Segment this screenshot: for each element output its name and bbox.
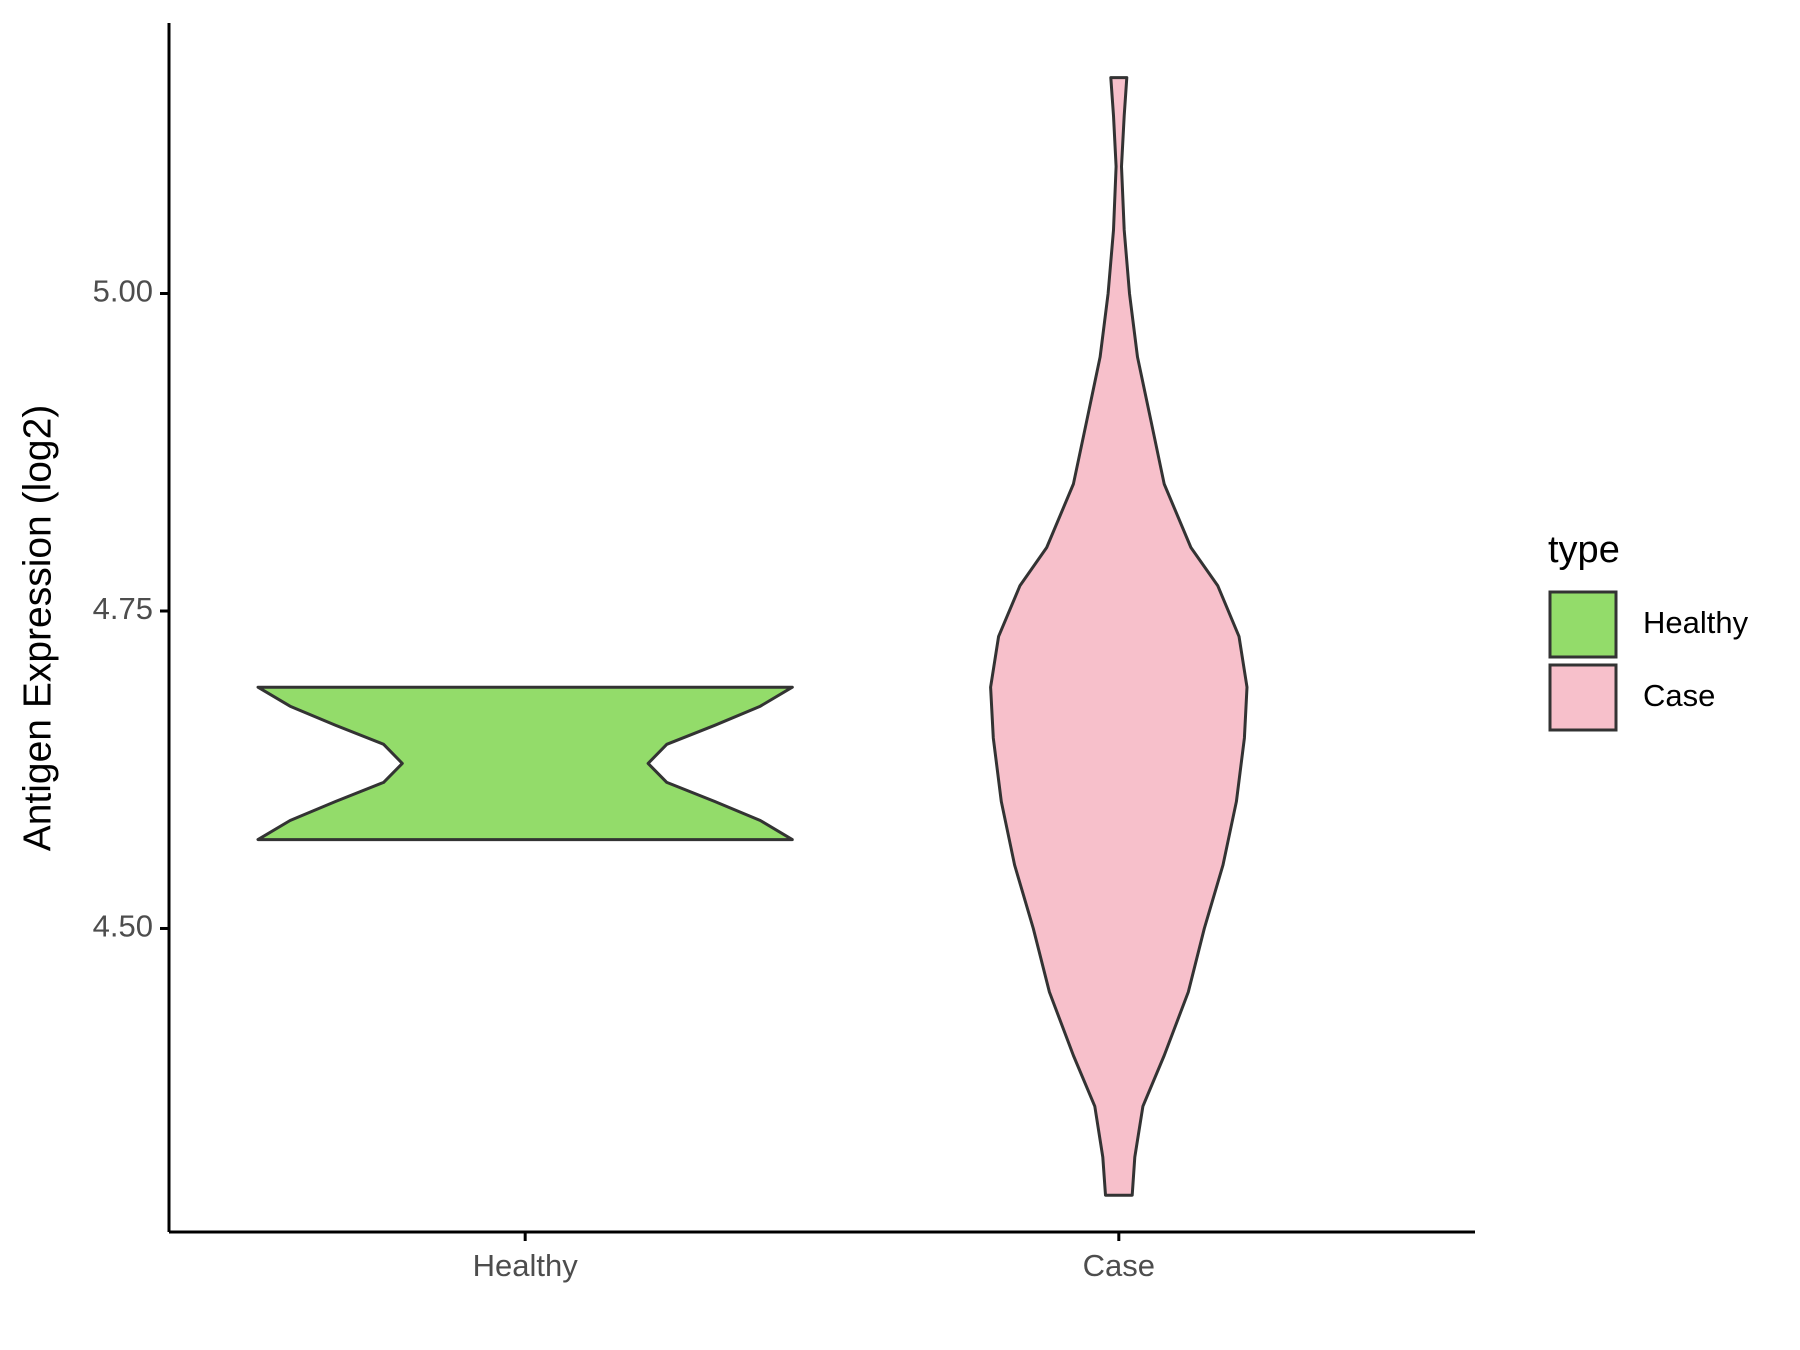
violin	[256, 685, 794, 842]
y-tick-label: 4.50	[93, 909, 153, 944]
legend-title: type	[1548, 529, 1620, 571]
legend-key	[1548, 663, 1618, 732]
legend-label: Healthy	[1643, 605, 1749, 640]
legend-label: Case	[1643, 678, 1715, 713]
y-tick-label: 4.75	[93, 591, 153, 626]
y-tick-label: 5.00	[93, 274, 153, 309]
x-tick-label: Healthy	[473, 1248, 579, 1283]
legend-key	[1548, 590, 1618, 659]
y-axis-title: Antigen Expression (log2)	[16, 405, 59, 852]
violin	[989, 76, 1249, 1197]
x-tick-label: Case	[1083, 1248, 1155, 1283]
